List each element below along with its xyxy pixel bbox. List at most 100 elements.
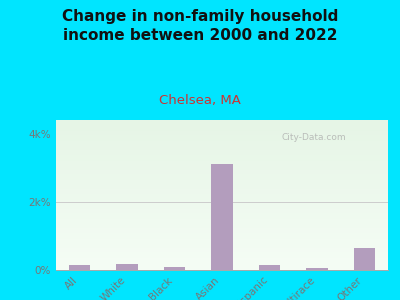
Bar — [56, 262, 388, 264]
Bar — [56, 183, 388, 184]
Bar — [56, 244, 388, 246]
Bar — [56, 180, 388, 182]
Bar — [56, 154, 388, 156]
Bar — [69, 265, 90, 270]
Bar — [56, 146, 388, 147]
Bar — [56, 206, 388, 207]
Bar — [56, 189, 388, 190]
Bar — [56, 212, 388, 213]
Bar — [56, 150, 388, 152]
Bar — [56, 123, 388, 124]
Text: Chelsea, MA: Chelsea, MA — [159, 94, 241, 107]
Bar — [56, 153, 388, 154]
Bar — [56, 122, 388, 123]
Bar — [56, 159, 388, 160]
Bar — [56, 160, 388, 162]
Bar — [56, 255, 388, 256]
Bar — [56, 266, 388, 267]
Bar — [56, 225, 388, 226]
Bar — [56, 165, 388, 166]
Bar — [56, 176, 388, 177]
Bar — [56, 224, 388, 225]
Bar — [56, 169, 388, 171]
Bar — [56, 182, 388, 183]
Bar — [56, 234, 388, 236]
Bar — [56, 201, 388, 202]
Bar — [56, 196, 388, 198]
Bar — [56, 120, 388, 122]
Bar — [56, 231, 388, 232]
Bar — [56, 204, 388, 206]
Bar — [56, 256, 388, 258]
Bar — [56, 164, 388, 165]
Bar — [56, 192, 388, 194]
Bar — [56, 264, 388, 266]
Bar — [56, 135, 388, 136]
Bar — [56, 128, 388, 129]
Bar — [56, 213, 388, 214]
Bar — [56, 242, 388, 243]
Bar — [56, 162, 388, 164]
Bar — [56, 207, 388, 208]
Bar — [56, 190, 388, 192]
Bar — [56, 141, 388, 142]
Bar — [56, 246, 388, 247]
Bar — [56, 172, 388, 174]
Bar — [56, 267, 388, 268]
Bar — [56, 178, 388, 180]
Bar — [56, 260, 388, 261]
Bar — [56, 152, 388, 153]
Bar — [56, 254, 388, 255]
Bar — [56, 240, 388, 242]
Bar — [56, 138, 388, 140]
Bar — [56, 168, 388, 170]
Bar — [56, 144, 388, 146]
Bar — [56, 261, 388, 262]
Bar — [56, 237, 388, 238]
Text: City-Data.com: City-Data.com — [282, 134, 346, 142]
Bar — [56, 243, 388, 244]
Bar — [56, 219, 388, 220]
Bar — [56, 250, 388, 252]
Bar — [56, 186, 388, 188]
Bar — [56, 226, 388, 228]
Bar — [56, 148, 388, 150]
Bar — [56, 216, 388, 218]
Bar — [56, 200, 388, 201]
Bar — [56, 210, 388, 212]
Bar — [56, 156, 388, 158]
Bar — [56, 249, 388, 250]
Bar — [56, 218, 388, 219]
Bar — [56, 220, 388, 222]
Bar — [56, 132, 388, 134]
Bar — [56, 198, 388, 200]
Bar — [56, 252, 388, 254]
Bar — [259, 265, 280, 270]
Bar — [116, 264, 138, 270]
Bar — [56, 184, 388, 186]
Bar — [56, 248, 388, 249]
Bar — [56, 202, 388, 204]
Bar — [56, 238, 388, 240]
Bar — [56, 134, 388, 135]
Bar — [56, 126, 388, 128]
Bar — [56, 222, 388, 224]
Bar — [56, 177, 388, 178]
Bar — [306, 268, 328, 270]
Bar — [56, 195, 388, 196]
Bar — [56, 230, 388, 231]
Bar — [56, 140, 388, 141]
Bar — [354, 248, 375, 270]
Bar — [56, 136, 388, 138]
Bar — [211, 164, 233, 270]
Bar — [56, 167, 388, 168]
Bar — [56, 129, 388, 130]
Bar — [56, 208, 388, 210]
Bar — [56, 142, 388, 144]
Text: Change in non-family household
income between 2000 and 2022: Change in non-family household income be… — [62, 9, 338, 43]
Bar — [56, 130, 388, 132]
Bar — [56, 236, 388, 237]
Bar — [56, 194, 388, 195]
Bar — [56, 188, 388, 189]
Bar — [56, 268, 388, 270]
